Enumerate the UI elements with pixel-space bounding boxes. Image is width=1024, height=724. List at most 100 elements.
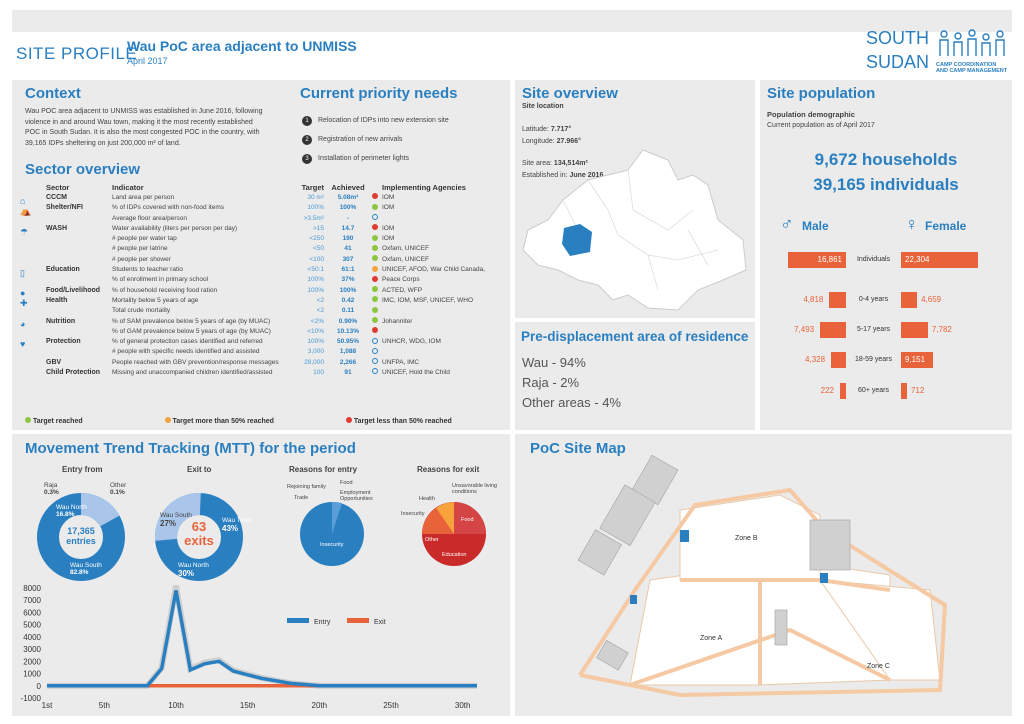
individuals-total: 39,165 individuals — [813, 175, 959, 194]
lat-label: Latitude: — [522, 126, 549, 133]
rx-label-health: Health — [419, 496, 435, 502]
target: <100 — [309, 255, 324, 263]
achieved: 307 — [342, 255, 354, 263]
wau-north-value: 16.8% — [56, 511, 75, 518]
sector-name: WASH — [46, 224, 67, 232]
female-bar: 4,659 — [921, 295, 942, 304]
agencies: Johanniter — [382, 317, 413, 325]
sector-name — [44, 254, 110, 264]
priority-number: 3 — [302, 154, 312, 164]
priority-item: 3 Installation of perimeter lights — [302, 149, 449, 168]
target: >15 — [312, 224, 324, 232]
legend-label: Target more than 50% reached — [172, 418, 274, 425]
rx-label-insecurity: Insecurity — [401, 511, 425, 517]
re-label-insecurity: Insecurity — [320, 542, 344, 548]
female-label: Female — [925, 219, 967, 233]
cccm-logo: SOUTH SUDAN CAMP COORDINATION AND CAMP M… — [866, 26, 1012, 82]
x-tick-label: 25th — [383, 701, 399, 710]
male-label: Male — [802, 219, 829, 233]
male-bar: 16,861 — [787, 252, 846, 268]
status-indicator — [370, 347, 380, 357]
households-total: 9,672 households — [814, 150, 958, 169]
status-ring-icon — [372, 347, 378, 354]
indicator: # people per water tap — [112, 235, 177, 243]
context-line: Wau POC area adjacent to UNMISS was esta… — [25, 108, 263, 115]
est-label: Established in: — [522, 172, 568, 179]
status-indicator — [370, 264, 380, 274]
agencies: Peace Corps — [382, 276, 420, 284]
page-date: April 2017 — [127, 56, 168, 66]
sector-header-row: Sector Indicator Target Achieved Impleme… — [44, 182, 487, 192]
legend-label-entry: Entry — [314, 619, 331, 626]
entry-from-label: Entry from — [62, 465, 103, 474]
area-label: Site area: — [522, 160, 552, 167]
exit-wau-town-label: Wau Town — [222, 517, 252, 524]
agencies: UNICEF, AFOD, War Child Canada, — [382, 266, 486, 274]
agencies: IOM — [382, 193, 395, 201]
sector-body: CCCM Land area per person 30 m² 5.08m² IOM Sh… — [44, 192, 487, 377]
legend-label-exit: Exit — [374, 619, 386, 626]
shelter-icon: ⛺ — [20, 206, 32, 217]
exit-total: 63 exits — [154, 520, 244, 548]
logo-text-south: SOUTH — [866, 28, 929, 48]
status-dot-green — [372, 234, 378, 241]
achieved: 1,088 — [339, 348, 357, 356]
target: <10% — [307, 327, 324, 335]
status-dot-red — [372, 327, 378, 334]
lon-value: 27.966° — [556, 138, 581, 145]
entry-total: 17,365 entries — [36, 526, 126, 546]
site-overview-heading: Site overview — [522, 85, 618, 102]
male-bar-fill — [829, 292, 846, 308]
status-dot-green — [372, 244, 378, 251]
female-bar: 22,304 — [901, 252, 978, 268]
y-tick-label: 8000 — [23, 584, 41, 593]
wau-south-value: 82.8% — [70, 569, 89, 576]
sector-row: Total crude mortality <2 0.11 — [44, 306, 487, 316]
male-bar: 4,328 — [805, 355, 826, 364]
sector-row: GBV People reached with GBV prevention/re… — [44, 357, 487, 367]
agencies: Oxfam, UNICEF — [382, 245, 429, 253]
rx-label-living: Unsavorable living conditions — [452, 483, 497, 495]
x-tick-label: 10th — [168, 701, 184, 710]
indicator: Students to teacher ratio — [112, 266, 183, 274]
status-indicator — [370, 192, 380, 202]
sector-row: Child Protection Missing and unaccompanie… — [44, 367, 487, 377]
sector-name: Child Protection — [46, 368, 101, 376]
context-heading: Context — [25, 85, 81, 102]
agencies — [380, 347, 487, 357]
nutrition-icon: ◕ — [20, 318, 26, 329]
y-tick-label: 0 — [37, 682, 42, 691]
sector-name: Nutrition — [46, 317, 76, 325]
indicator: % of enrollment in primary school — [112, 276, 209, 284]
achieved: 0.42 — [341, 296, 355, 304]
agencies: UNICEF, Hold the Child — [382, 368, 450, 376]
indicator: # people per shower — [112, 255, 171, 263]
priority-number: 2 — [302, 135, 312, 145]
x-tick-label: 20th — [312, 701, 328, 710]
male-bar-fill — [831, 352, 846, 368]
sector-row: # people per shower <100 307 Oxfam, UNICEF — [44, 254, 487, 264]
reasons-exit-label: Reasons for exit — [417, 465, 480, 474]
status-indicator — [370, 367, 380, 377]
reasons-exit-pie — [422, 502, 486, 566]
predisp-item: Wau - 94% — [522, 355, 586, 370]
exit-wau-north: Wau North 30% — [178, 562, 209, 578]
sector-row: Education Students to teacher ratio <50:1 6… — [44, 264, 487, 274]
indicator: Land area per person — [112, 193, 175, 201]
predisp-panel — [515, 322, 755, 430]
status-indicator — [370, 316, 380, 326]
logo-sub-1: CAMP COORDINATION — [936, 62, 997, 68]
indicator: Mortality below 5 years of age — [112, 296, 199, 304]
target: 28,000 — [304, 358, 324, 366]
male-bar: 4,818 — [803, 295, 824, 304]
achieved: 0.90% — [338, 317, 358, 325]
target: 3,000 — [307, 348, 324, 356]
achieved: 5.08m² — [337, 193, 359, 201]
sector-row: % of GAM prevalence below 5 years of age… — [44, 326, 487, 336]
target: 100% — [307, 338, 324, 346]
logo-text-sudan: SUDAN — [866, 52, 930, 72]
achieved: 10.13% — [336, 327, 360, 335]
male-bar-fill — [840, 383, 846, 399]
page-title: Wau PoC area adjacent to UNMISS — [127, 38, 357, 54]
priority-number: 1 — [302, 116, 312, 126]
